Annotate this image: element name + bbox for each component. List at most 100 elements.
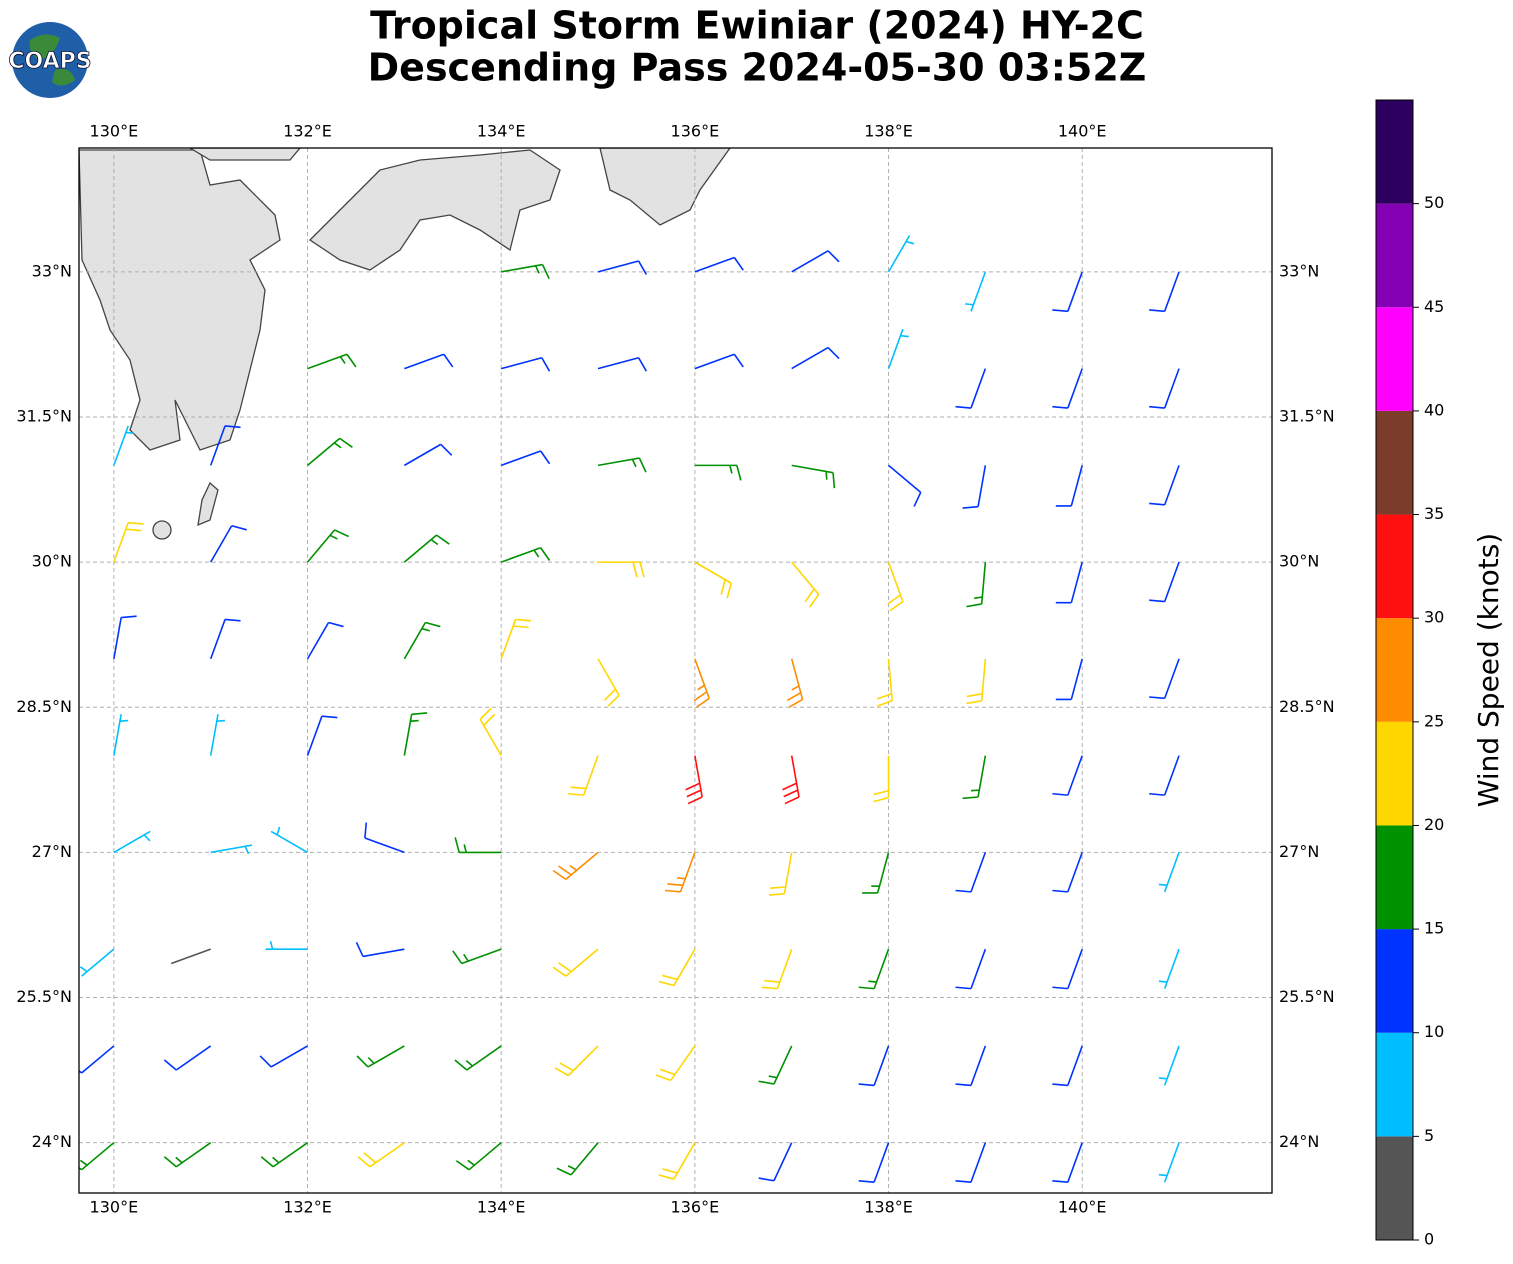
subtitle: Descending Pass 2024-05-30 03:52Z <box>368 46 1147 90</box>
wind-barb <box>782 755 800 805</box>
y-tick-label: 25.5°N <box>16 987 72 1006</box>
y-tick-label: 31.5°N <box>16 406 72 425</box>
wind-barb <box>1052 1045 1083 1087</box>
colorbar-bin <box>1376 1032 1413 1137</box>
wind-barb <box>955 948 987 990</box>
wind-barb <box>791 561 820 608</box>
wind-barb <box>597 356 648 372</box>
wind-barb <box>858 1142 890 1183</box>
y-tick-label: 24°N <box>1279 1132 1319 1151</box>
wind-barb <box>1158 852 1180 893</box>
wind-barb <box>79 1045 115 1074</box>
wind-barb <box>597 658 620 707</box>
colorbar: 0 5 10 15 20 25 30 35 40 45 50 <box>1375 99 1444 1249</box>
wind-barb <box>685 755 703 805</box>
y-tick-label: 27°N <box>1279 842 1319 861</box>
wind-barb <box>791 346 840 370</box>
colorbar-tick-label: 45 <box>1424 297 1444 316</box>
wind-barb <box>1052 271 1083 313</box>
wind-barb <box>355 942 405 958</box>
wind-barb <box>556 1142 599 1176</box>
x-tick-label: 134°E <box>477 1198 526 1217</box>
wind-barb <box>694 561 733 599</box>
wind-barb <box>357 1142 405 1168</box>
colorbar-bin <box>1376 721 1413 826</box>
x-tick-label: 136°E <box>671 1198 720 1217</box>
wind-barb <box>1158 948 1180 989</box>
wind-barb <box>1158 1142 1180 1183</box>
x-tick-label: 130°E <box>90 122 139 141</box>
wind-barb <box>1052 1142 1083 1183</box>
shikoku <box>308 149 561 271</box>
wind-barb <box>307 353 357 370</box>
wind-barb <box>1052 368 1083 409</box>
colorbar-tick-label: 20 <box>1424 815 1444 834</box>
wind-barb <box>455 1142 502 1171</box>
wind-barb <box>786 658 804 708</box>
wind-barb <box>552 851 599 881</box>
colorbar-bin <box>1376 410 1413 515</box>
wind-barb <box>1052 948 1083 990</box>
x-tick-label: 130°E <box>90 1198 139 1217</box>
wind-barb <box>597 457 647 473</box>
wind-barb <box>694 256 744 273</box>
colorbar-bin <box>1376 618 1413 722</box>
wind-barb <box>500 356 551 372</box>
x-tick-label: 140°E <box>1058 1198 1107 1217</box>
y-tick-label: 27°N <box>32 842 72 861</box>
title: Tropical Storm Ewiniar (2024) HY-2C <box>370 4 1144 48</box>
colorbar-tick-label: 50 <box>1424 193 1444 212</box>
honshu-west <box>188 148 301 161</box>
wind-barb <box>694 464 742 481</box>
wind-barb <box>1055 465 1083 507</box>
colorbar-tick-label: 10 <box>1424 1022 1444 1041</box>
wind-barb <box>887 561 904 612</box>
y-tick-label: 33°N <box>32 261 72 280</box>
wind-barb <box>403 712 428 756</box>
y-tick-label: 28.5°N <box>16 697 72 716</box>
wind-barb <box>597 260 648 275</box>
colorbar-bin <box>1376 307 1413 411</box>
wind-barb <box>887 235 915 273</box>
wind-barb <box>554 1045 599 1077</box>
wind-barb <box>955 1142 987 1183</box>
wind-barb <box>306 621 344 660</box>
wind-barb <box>658 1142 696 1180</box>
wind-barb <box>1149 465 1180 506</box>
wind-barb <box>858 948 890 990</box>
colorbar-bin <box>1376 514 1413 619</box>
wind-barb <box>962 465 987 509</box>
wind-barb <box>259 1045 308 1068</box>
colorbar-label: Wind Speed (knots) <box>1472 533 1505 807</box>
wind-barb <box>568 755 599 796</box>
logo-land <box>29 34 75 86</box>
wind-barb <box>1055 561 1083 604</box>
wind-barb <box>862 852 890 894</box>
land <box>79 148 731 540</box>
graticule <box>79 148 1272 1193</box>
wind-barb <box>1052 755 1083 796</box>
wind-barb <box>163 1142 212 1168</box>
x-tick-label: 132°E <box>283 122 332 141</box>
colorbar-tick-label: 35 <box>1424 504 1444 523</box>
colorbar-bin <box>1376 1136 1413 1240</box>
wind-barb <box>113 830 151 854</box>
wind-barb <box>655 1045 696 1082</box>
wind-barb <box>79 1142 115 1171</box>
tanegashima <box>197 481 219 527</box>
wind-barb <box>209 618 241 660</box>
map-frame <box>78 147 1273 1194</box>
y-tick-label: 25.5°N <box>1279 987 1335 1006</box>
colorbar-tick-label: 30 <box>1424 608 1444 627</box>
y-tick-label: 33°N <box>1279 261 1319 280</box>
wind-barb <box>858 1045 890 1087</box>
x-tick-label: 132°E <box>283 1198 332 1217</box>
wind-barb <box>758 1045 793 1085</box>
wind-barb <box>260 1142 308 1168</box>
wind-barb <box>403 621 441 660</box>
y-tick-label: 28.5°N <box>1279 697 1335 716</box>
wind-barb <box>962 755 987 800</box>
wind-barb <box>768 852 793 896</box>
wind-barb <box>1149 561 1180 603</box>
